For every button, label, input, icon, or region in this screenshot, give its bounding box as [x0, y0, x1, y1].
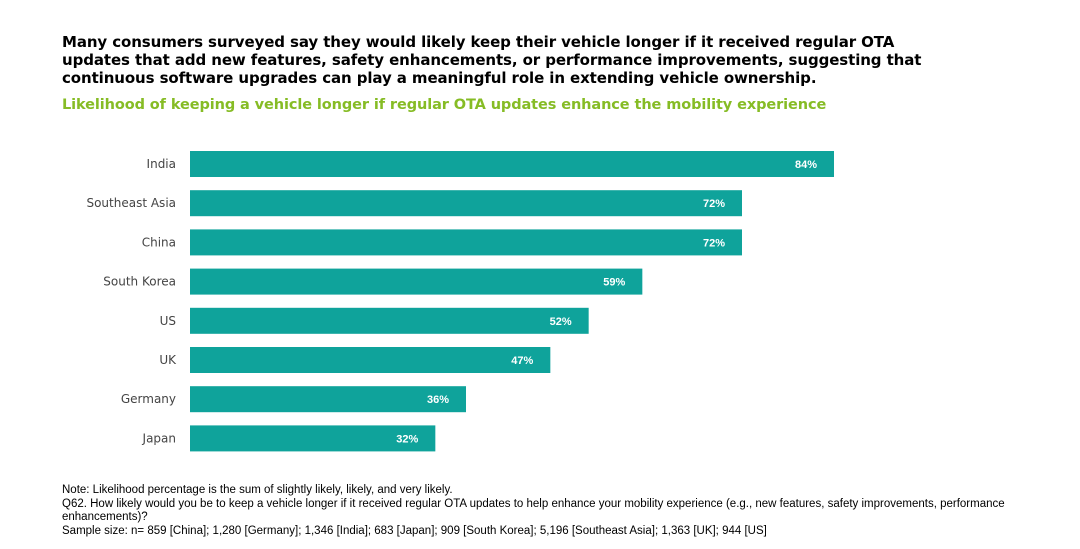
bar-china	[190, 229, 742, 256]
bar-south-korea	[190, 268, 643, 295]
bars-group: India 84% Southeast Asia 72% China 72% South K…	[86, 151, 834, 452]
bar-southeast-asia	[190, 190, 742, 217]
bar-india	[190, 151, 834, 177]
note-text: Note: Likelihood percentage is the sum o…	[62, 484, 453, 496]
value-label: 47%	[511, 355, 533, 367]
category-label: Southeast Asia	[86, 196, 176, 210]
category-label: UK	[159, 353, 177, 367]
value-label: 59%	[603, 277, 625, 289]
category-label: China	[142, 235, 176, 249]
value-label: 36%	[427, 394, 449, 406]
value-label: 72%	[703, 198, 725, 210]
chart-title: Likelihood of keeping a vehicle longer i…	[62, 97, 827, 113]
headline: Many consumers surveyed say they would l…	[62, 33, 922, 87]
category-label: South Korea	[103, 275, 176, 289]
category-label: India	[147, 157, 176, 171]
bar-japan	[190, 425, 436, 452]
value-label: 72%	[703, 237, 725, 249]
category-label: Japan	[142, 431, 176, 445]
bar-us	[190, 307, 589, 334]
bar-chart: India 84% Southeast Asia 72% China 72% South K…	[86, 151, 834, 452]
question-text: Q62. How likely would you be to keep a v…	[62, 497, 1005, 524]
value-label: 52%	[550, 316, 572, 328]
value-label: 32%	[396, 433, 418, 445]
sample-size-text: Sample size: n= 859 [China]; 1,280 [Germ…	[62, 524, 767, 537]
bar-uk	[190, 347, 551, 373]
category-label: US	[160, 314, 176, 328]
bar-germany	[190, 386, 466, 413]
notes-section: Note: Likelihood percentage is the sum o…	[62, 484, 1062, 538]
value-label: 84%	[795, 159, 817, 171]
category-label: Germany	[121, 392, 176, 406]
